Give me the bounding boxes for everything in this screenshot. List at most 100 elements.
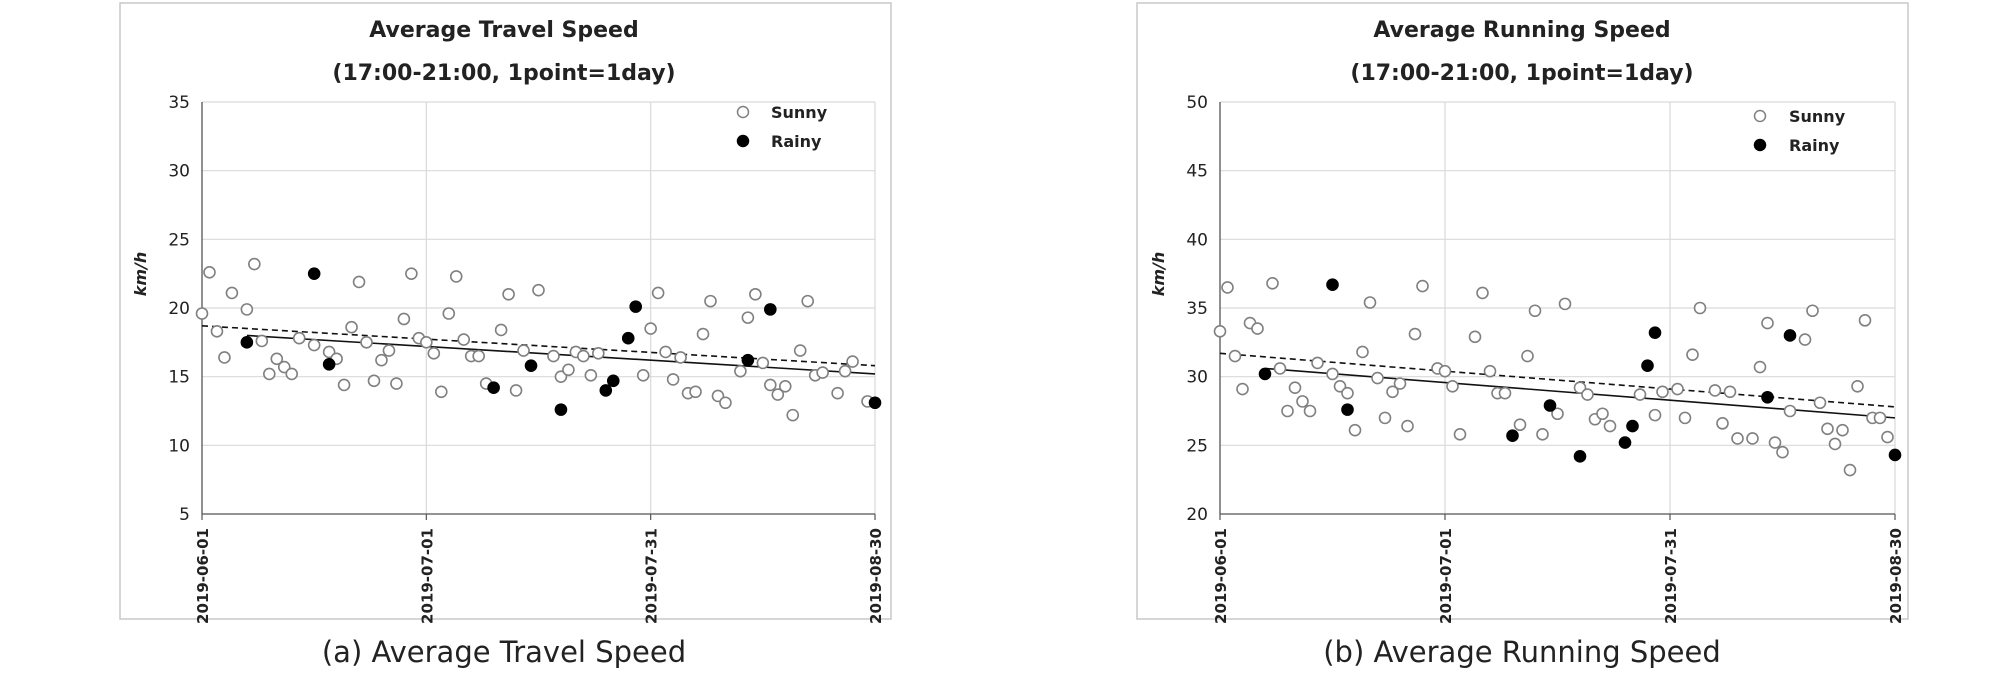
- data-point-sunny: [1873, 411, 1887, 425]
- data-point-sunny: [801, 294, 815, 308]
- data-point-sunny: [1753, 360, 1767, 374]
- data-point-sunny: [1311, 356, 1324, 370]
- y-tick-label: 10: [168, 436, 190, 456]
- data-point-sunny: [1273, 362, 1287, 375]
- data-point-sunny: [636, 368, 650, 382]
- data-point-sunny: [1341, 386, 1354, 400]
- data-point-sunny: [240, 303, 254, 316]
- data-point-sunny: [756, 356, 770, 370]
- data-point-rainy: [524, 359, 538, 372]
- data-point-sunny: [270, 352, 284, 366]
- data-point-sunny: [434, 385, 448, 399]
- y-tick-label: 40: [1186, 230, 1208, 250]
- data-point-sunny: [1731, 432, 1744, 445]
- data-point-sunny: [1416, 279, 1429, 293]
- data-point-rainy: [487, 381, 500, 394]
- data-point-sunny: [1633, 388, 1647, 401]
- data-point-rainy: [1543, 399, 1557, 412]
- data-point-rainy: [741, 353, 755, 367]
- data-point-sunny: [449, 270, 463, 283]
- data-point-rainy: [1258, 367, 1272, 381]
- data-point-sunny: [1813, 396, 1827, 410]
- data-point-sunny: [1468, 330, 1482, 344]
- y-tick-label: 45: [1186, 162, 1208, 182]
- data-point-sunny: [793, 344, 807, 357]
- data-point-sunny: [659, 345, 672, 359]
- data-point-rainy: [1341, 403, 1354, 416]
- data-point-sunny: [420, 336, 433, 349]
- trendline-rainy: [246, 334, 876, 375]
- data-point-sunny: [831, 386, 844, 400]
- data-point-sunny: [1528, 304, 1542, 318]
- data-point-sunny: [517, 344, 530, 357]
- chart-panel-b: Average Running Speed (17:00-21:00, 1poi…: [1136, 2, 1909, 669]
- data-point-sunny: [427, 347, 441, 360]
- data-point-rainy: [1573, 450, 1587, 463]
- data-point-sunny: [1521, 349, 1534, 363]
- trendline-sunny: [1219, 352, 1896, 408]
- chart-frame: [1136, 2, 1909, 620]
- data-point-sunny: [1828, 437, 1842, 451]
- data-point-sunny: [225, 286, 239, 300]
- data-point-sunny: [547, 349, 560, 363]
- data-point-sunny: [1881, 430, 1894, 444]
- y-tick-label: 50: [1186, 93, 1208, 113]
- data-point-rainy: [621, 331, 635, 345]
- data-point-sunny: [749, 287, 762, 301]
- data-point-sunny: [1363, 296, 1377, 309]
- data-point-sunny: [255, 334, 269, 348]
- data-point-sunny: [1708, 384, 1722, 397]
- data-point-sunny: [577, 349, 590, 363]
- data-point-sunny: [1716, 417, 1729, 430]
- legend-label-rainy: Rainy: [1789, 136, 1840, 155]
- data-point-sunny: [457, 333, 471, 346]
- data-point-sunny: [764, 378, 777, 392]
- data-point-sunny: [292, 331, 306, 345]
- data-point-rainy: [554, 403, 568, 416]
- data-point-sunny: [1326, 367, 1339, 381]
- data-point-sunny: [248, 257, 261, 271]
- data-point-sunny: [771, 388, 785, 401]
- data-point-sunny: [1371, 371, 1384, 385]
- y-tick-label: 35: [1186, 299, 1208, 319]
- data-point-sunny: [1228, 349, 1242, 363]
- data-point-sunny: [1348, 423, 1362, 437]
- data-point-sunny: [345, 320, 358, 334]
- data-point-sunny: [1551, 407, 1564, 421]
- data-point-sunny: [382, 344, 396, 357]
- data-point-sunny: [1303, 404, 1317, 418]
- data-point-sunny: [262, 367, 276, 381]
- data-point-sunny: [352, 275, 366, 289]
- data-point-sunny: [307, 338, 321, 352]
- legend: Sunny Rainy: [736, 103, 828, 151]
- x-tick-label: 2019-07-01: [418, 528, 436, 624]
- y-tick-label: 15: [168, 368, 190, 388]
- data-point-rainy: [240, 336, 254, 349]
- y-tick-label: 30: [1186, 368, 1208, 388]
- data-point-sunny: [210, 325, 224, 338]
- data-point-sunny: [285, 367, 299, 381]
- legend-label-sunny: Sunny: [1789, 107, 1846, 126]
- data-point-sunny: [1678, 411, 1692, 425]
- data-point-sunny: [1386, 385, 1399, 399]
- data-point-sunny: [397, 312, 411, 326]
- data-point-sunny: [1761, 316, 1774, 330]
- data-point-sunny: [734, 364, 747, 378]
- y-tick-label: 35: [168, 93, 190, 113]
- data-point-sunny: [1281, 404, 1294, 418]
- data-point-sunny: [405, 267, 418, 280]
- data-point-rainy: [1761, 390, 1774, 404]
- legend-marker-rainy: [1753, 138, 1767, 152]
- y-tick-label: 25: [1186, 436, 1208, 456]
- data-point-sunny: [562, 363, 575, 377]
- data-point-rainy: [307, 267, 321, 280]
- data-point-sunny: [666, 373, 680, 386]
- legend: Sunny Rainy: [1753, 107, 1846, 155]
- data-point-sunny: [442, 307, 456, 320]
- data-point-sunny: [532, 283, 545, 297]
- data-point-rainy: [1648, 326, 1662, 340]
- data-point-sunny: [846, 355, 859, 368]
- data-point-sunny: [1296, 395, 1309, 408]
- data-point-sunny: [1288, 381, 1302, 394]
- data-point-sunny: [741, 311, 755, 324]
